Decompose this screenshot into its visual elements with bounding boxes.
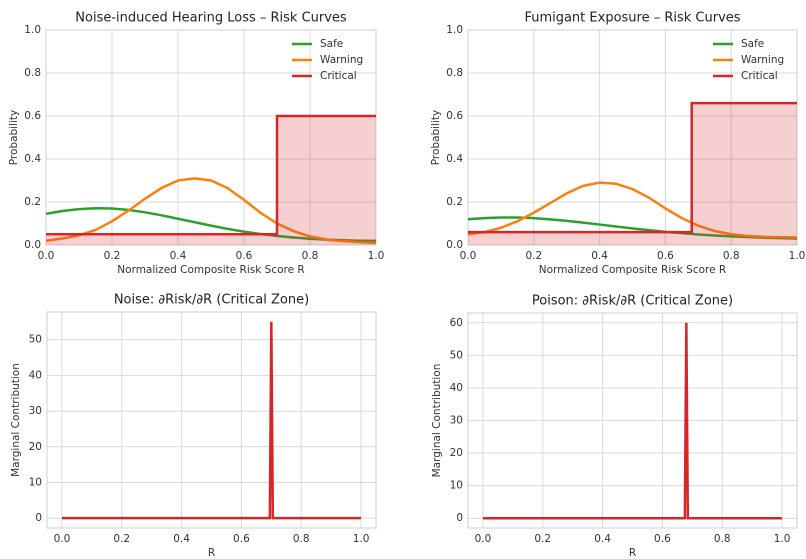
series-line [467, 181, 798, 239]
series-line-area [46, 116, 376, 245]
y-tick-label: 0.0 [24, 239, 41, 251]
y-tick-label: 0.8 [446, 67, 463, 79]
series-line [61, 321, 362, 520]
legend-label: Warning [320, 54, 363, 66]
x-tick-label: 0.0 [475, 533, 492, 545]
y-tick-label: 60 [450, 317, 463, 329]
x-tick-label: 0.6 [654, 533, 671, 545]
y-tick-label: 20 [450, 447, 463, 459]
x-tick-label: 0.4 [173, 533, 190, 545]
y-tick-label: 0.2 [446, 196, 463, 208]
legend-label: Safe [741, 38, 764, 50]
y-tick-label: 30 [450, 415, 463, 427]
y-tick-label: 20 [29, 441, 42, 453]
x-tick-label: 0.2 [113, 533, 130, 545]
x-tick-label: 0.0 [460, 250, 477, 262]
legend-label: Critical [741, 70, 778, 82]
y-tick-label: 40 [450, 382, 463, 394]
plot-frame [45, 29, 377, 246]
y-tick-label: 40 [29, 369, 42, 381]
y-axis-label: Probability [8, 110, 20, 166]
x-tick-label: 0.6 [233, 533, 250, 545]
plot-frame [467, 29, 798, 246]
x-tick-label: 0.0 [54, 533, 71, 545]
x-tick-label: 1.0 [774, 533, 791, 545]
legend-label: Safe [320, 38, 343, 50]
y-tick-label: 0 [456, 512, 463, 524]
y-tick-label: 0.4 [446, 153, 463, 165]
subplot: 0.0 0.2 0.4 0.6 0.8 1.0 0 10 20 30 40 50 Noise: ∂Ris… [10, 293, 377, 559]
x-tick-label: 0.2 [525, 250, 542, 262]
series-line [45, 177, 377, 245]
y-tick-label: 1.0 [446, 24, 463, 36]
x-axis-label: R [208, 547, 215, 559]
y-axis-label: Marginal Contribution [431, 364, 443, 478]
chart-title: Noise-induced Hearing Loss – Risk Curves [75, 11, 347, 26]
x-tick-label: 1.0 [368, 250, 385, 262]
chart-title: Noise: ∂Risk/∂R (Critical Zone) [114, 293, 309, 308]
y-tick-label: 0.4 [24, 153, 41, 165]
x-axis-label: Normalized Composite Risk Score R [539, 264, 726, 276]
series-line [46, 114, 376, 236]
x-tick-label: 0.8 [302, 250, 319, 262]
legend-label: Critical [320, 70, 357, 82]
x-tick-label: 0.4 [591, 250, 608, 262]
x-axis-label: R [629, 547, 636, 559]
series-line [468, 101, 797, 234]
chart-title: Fumigant Exposure – Risk Curves [524, 11, 740, 26]
chart-title: Poison: ∂Risk/∂R (Critical Zone) [532, 294, 733, 309]
legend-label: Warning [741, 54, 784, 66]
x-tick-label: 0.6 [657, 250, 674, 262]
x-tick-label: 0.6 [236, 250, 253, 262]
x-tick-label: 0.4 [170, 250, 187, 262]
x-tick-label: 0.8 [723, 250, 740, 262]
series-line-area [468, 103, 797, 245]
series-line [482, 322, 783, 520]
x-tick-label: 1.0 [789, 250, 806, 262]
x-axis-label: Normalized Composite Risk Score R [117, 264, 304, 276]
subplot: 0.0 0.2 0.4 0.6 0.8 1.0 0 10 20 30 40 50 60 Poison: ∂… [431, 294, 798, 559]
plot-frame [46, 311, 377, 529]
plot-frame [467, 312, 798, 529]
y-tick-label: 10 [450, 480, 463, 492]
x-tick-label: 0.0 [38, 250, 55, 262]
y-tick-label: 50 [450, 349, 463, 361]
y-tick-label: 0 [35, 512, 42, 524]
subplot: 0.0 0.2 0.4 0.6 0.8 1.0 0.0 0.2 0.4 0.6 0.8 1.0 Nois… [8, 11, 384, 277]
y-tick-label: 0.6 [446, 110, 463, 122]
y-tick-label: 0.0 [446, 239, 463, 251]
y-tick-label: 0.2 [24, 196, 41, 208]
y-axis-label: Probability [430, 110, 442, 166]
y-axis-label: Marginal Contribution [10, 363, 22, 477]
y-tick-label: 0.6 [24, 110, 41, 122]
subplot: 0.0 0.2 0.4 0.6 0.8 1.0 0.0 0.2 0.4 0.6 0.8 1.0 Fumi… [430, 11, 805, 277]
x-tick-label: 0.8 [714, 533, 731, 545]
x-tick-label: 0.4 [594, 533, 611, 545]
y-tick-label: 1.0 [24, 24, 41, 36]
plot-area [47, 312, 376, 528]
y-tick-label: 10 [29, 476, 42, 488]
x-tick-label: 0.8 [293, 533, 310, 545]
x-tick-label: 1.0 [353, 533, 370, 545]
x-tick-label: 0.2 [534, 533, 551, 545]
y-tick-label: 0.8 [24, 67, 41, 79]
y-tick-label: 50 [29, 334, 42, 346]
x-tick-label: 0.2 [104, 250, 121, 262]
plot-area [468, 30, 797, 245]
y-tick-label: 30 [29, 405, 42, 417]
